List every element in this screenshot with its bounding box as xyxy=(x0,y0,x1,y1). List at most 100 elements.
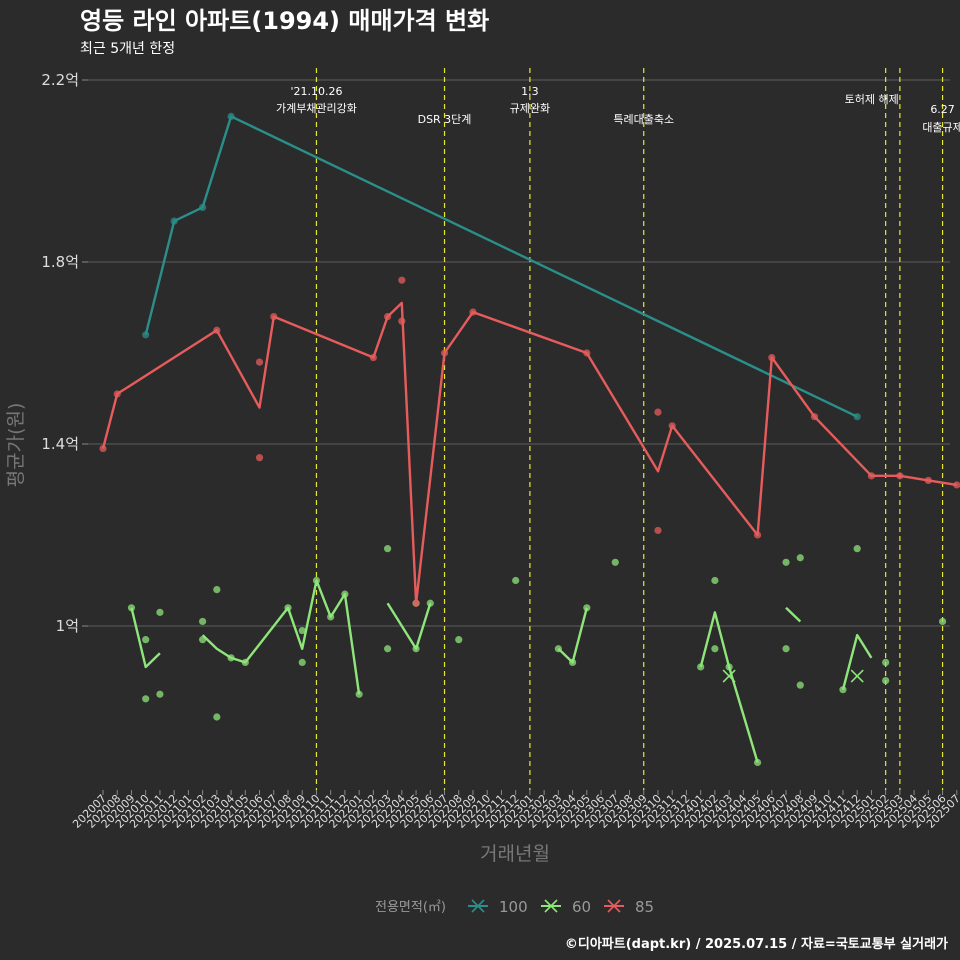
y-tick-label: 1.8억 xyxy=(41,253,79,271)
data-point-60 xyxy=(127,604,136,612)
data-point-60 xyxy=(284,604,292,612)
y-axis-title: 평균가(원) xyxy=(5,403,27,488)
data-point-85 xyxy=(753,531,762,539)
y-axis-ticks: 1억 1.4억 1.8억 2.2억 xyxy=(41,71,88,635)
data-point-85 xyxy=(768,353,776,362)
x-axis-ticks: 2020072020082020092020102020112020122021… xyxy=(70,790,960,831)
data-point-100 xyxy=(199,203,207,211)
cross-marker-60 xyxy=(722,669,736,683)
data-point-60 xyxy=(455,636,463,644)
data-point-60 xyxy=(298,658,306,667)
event-label: 규제완화 xyxy=(510,102,550,115)
data-point-60 xyxy=(199,617,207,626)
data-point-85 xyxy=(924,476,932,484)
data-point-60 xyxy=(697,663,705,671)
data-point-60 xyxy=(611,558,619,566)
data-point-60 xyxy=(753,758,762,767)
data-point-60 xyxy=(711,645,719,653)
data-point-85 xyxy=(384,313,392,321)
chart-title: 영등 라인 아파트(1994) 매매가격 변화 xyxy=(80,7,489,35)
data-point-60 xyxy=(412,645,420,653)
data-point-85 xyxy=(113,390,121,398)
data-point-100 xyxy=(227,112,235,120)
data-point-85 xyxy=(213,326,221,334)
event-label: DSR 3단계 xyxy=(418,113,472,126)
series-line-60 xyxy=(841,633,873,691)
event-label: '21.10.26 xyxy=(290,85,342,98)
event-label: 6.27 xyxy=(930,103,955,116)
event-label: 토허제 해제 xyxy=(845,92,899,106)
data-point-60 xyxy=(882,658,890,667)
event-label: 대출규제 xyxy=(922,121,960,134)
data-point-60 xyxy=(384,645,392,653)
source-caption: ©디아파트(dapt.kr) / 2025.07.15 / 자료=국토교통부 실… xyxy=(565,936,948,952)
y-tick-label: 1억 xyxy=(56,617,79,635)
data-point-60 xyxy=(839,686,847,694)
legend-label-60: 60 xyxy=(572,898,591,916)
legend-cross-60 xyxy=(544,899,558,913)
data-point-60 xyxy=(142,695,150,703)
legend-label-85: 85 xyxy=(635,898,654,916)
legend-label-100: 100 xyxy=(499,898,528,916)
data-point-60 xyxy=(384,545,392,553)
x-axis-title: 거래년월 xyxy=(480,843,550,865)
data-point-60 xyxy=(796,681,804,689)
data-point-85 xyxy=(668,422,676,430)
data-point-60 xyxy=(156,690,164,698)
series-100 xyxy=(142,112,861,421)
legend-title: 전용면적(㎡) xyxy=(375,900,446,915)
series-line-60 xyxy=(785,606,802,623)
data-point-85 xyxy=(810,413,819,421)
event-label: 가계부채관리강화 xyxy=(276,102,357,115)
cross-marker-60 xyxy=(850,669,864,683)
data-point-85 xyxy=(255,358,264,366)
data-point-60 xyxy=(426,599,434,607)
data-point-60 xyxy=(725,663,733,671)
data-point-60 xyxy=(853,545,861,553)
data-point-85 xyxy=(654,408,662,416)
data-point-100 xyxy=(853,413,861,421)
data-point-60 xyxy=(882,677,890,685)
data-point-85 xyxy=(469,308,477,316)
data-point-60 xyxy=(213,713,221,721)
data-point-60 xyxy=(142,636,150,644)
data-point-60 xyxy=(227,654,235,662)
data-point-60 xyxy=(298,626,306,635)
data-point-60 xyxy=(782,558,790,566)
data-point-60 xyxy=(355,690,363,698)
data-point-85 xyxy=(270,313,278,321)
data-point-60 xyxy=(711,576,719,585)
data-point-85 xyxy=(369,353,377,362)
data-point-60 xyxy=(213,586,221,594)
data-point-85 xyxy=(896,472,904,480)
data-point-60 xyxy=(554,645,562,653)
series-line-60 xyxy=(130,607,161,669)
data-point-85 xyxy=(440,349,449,357)
y-tick-label: 2.2억 xyxy=(41,71,79,89)
series-85 xyxy=(99,276,960,607)
data-point-85 xyxy=(412,599,420,607)
data-point-60 xyxy=(241,658,249,667)
data-point-85 xyxy=(99,444,107,453)
legend: 전용면적(㎡) 100 60 85 xyxy=(375,898,654,916)
data-point-60 xyxy=(156,608,164,616)
data-point-60 xyxy=(341,590,349,598)
data-point-60 xyxy=(327,613,335,621)
data-point-60 xyxy=(199,636,207,644)
data-point-85 xyxy=(867,472,876,480)
series-line-60 xyxy=(699,611,759,763)
data-point-60 xyxy=(938,617,947,626)
data-point-85 xyxy=(255,454,264,462)
event-label: 특례대출축소 xyxy=(613,113,674,126)
data-point-85 xyxy=(583,349,591,357)
data-point-85 xyxy=(953,481,960,489)
y-tick-label: 1.4억 xyxy=(41,435,79,453)
series-line-60 xyxy=(201,579,361,695)
event-label: 1.3 xyxy=(521,85,539,98)
data-point-60 xyxy=(312,576,321,585)
grid-lines xyxy=(88,79,950,627)
legend-cross-85 xyxy=(607,899,621,913)
data-point-60 xyxy=(512,576,520,585)
